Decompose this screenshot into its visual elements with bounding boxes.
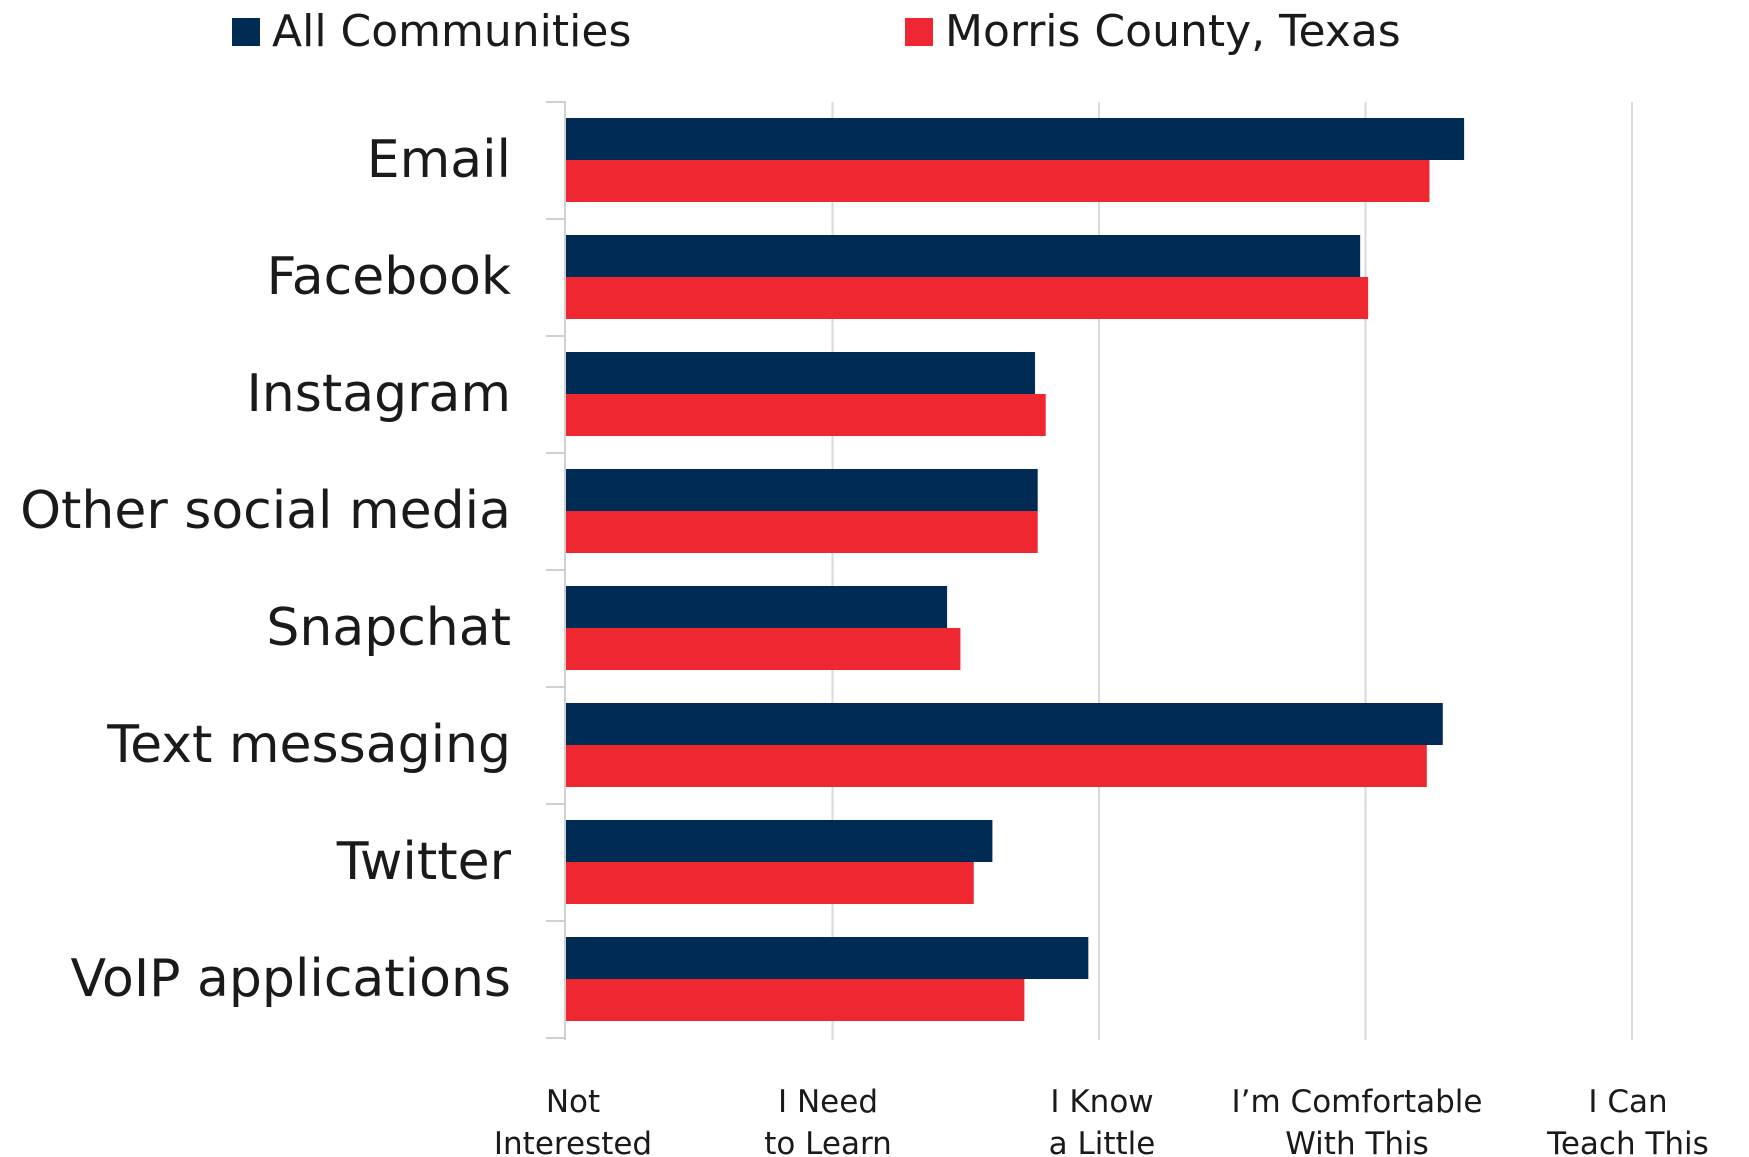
bar-morris-county (566, 277, 1369, 319)
bar-morris-county (566, 862, 974, 904)
x-tick-label: Not (546, 1084, 600, 1120)
bar-morris-county (566, 745, 1427, 787)
category-label: Other social media (20, 481, 511, 541)
legend-item-all-communities: All Communities (232, 6, 631, 57)
category-label: Twitter (336, 832, 512, 892)
bar-all-communities (566, 703, 1443, 745)
bar-morris-county (566, 394, 1046, 436)
x-tick-label: a Little (1049, 1126, 1156, 1157)
bar-morris-county (566, 511, 1038, 553)
x-tick-label: Teach This (1546, 1126, 1709, 1157)
bar-all-communities (566, 118, 1465, 160)
x-tick-label: Interested (494, 1126, 652, 1157)
category-label: Snapchat (266, 598, 511, 658)
category-label: Facebook (267, 247, 511, 307)
legend-swatch-all-communities (232, 17, 260, 46)
bar-all-communities (566, 937, 1089, 979)
x-tick-label: With This (1285, 1126, 1429, 1157)
legend-label-morris-county: Morris County, Texas (945, 6, 1401, 57)
bar-morris-county (566, 160, 1430, 202)
category-label: Text messaging (106, 715, 511, 775)
bar-morris-county (566, 628, 961, 670)
category-label: Instagram (246, 364, 511, 424)
bar-all-communities (566, 352, 1036, 394)
bar-all-communities (566, 469, 1038, 511)
category-label: Email (367, 130, 511, 190)
legend-label-all-communities: All Communities (272, 6, 632, 57)
bar-morris-county (566, 979, 1025, 1021)
bar-all-communities (566, 586, 948, 628)
category-label: VoIP applications (70, 949, 511, 1009)
bar-all-communities (566, 820, 993, 862)
x-tick-label: I Know (1050, 1084, 1153, 1120)
x-tick-label: to Learn (764, 1126, 892, 1157)
x-tick-label: I Need (778, 1084, 878, 1120)
legend-swatch-morris-county (905, 17, 933, 46)
legend-item-morris-county: Morris County, Texas (905, 6, 1401, 57)
bar-all-communities (566, 235, 1361, 277)
x-tick-label: I Can (1588, 1084, 1667, 1120)
x-tick-label: I’m Comfortable (1232, 1084, 1483, 1120)
